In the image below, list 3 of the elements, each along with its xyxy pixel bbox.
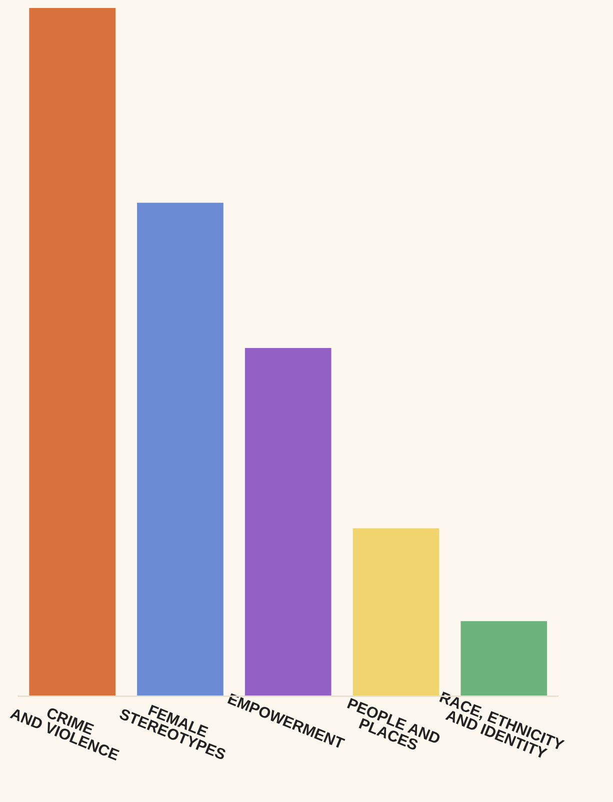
bar xyxy=(352,528,440,696)
bar xyxy=(137,202,224,696)
bar xyxy=(29,8,116,696)
